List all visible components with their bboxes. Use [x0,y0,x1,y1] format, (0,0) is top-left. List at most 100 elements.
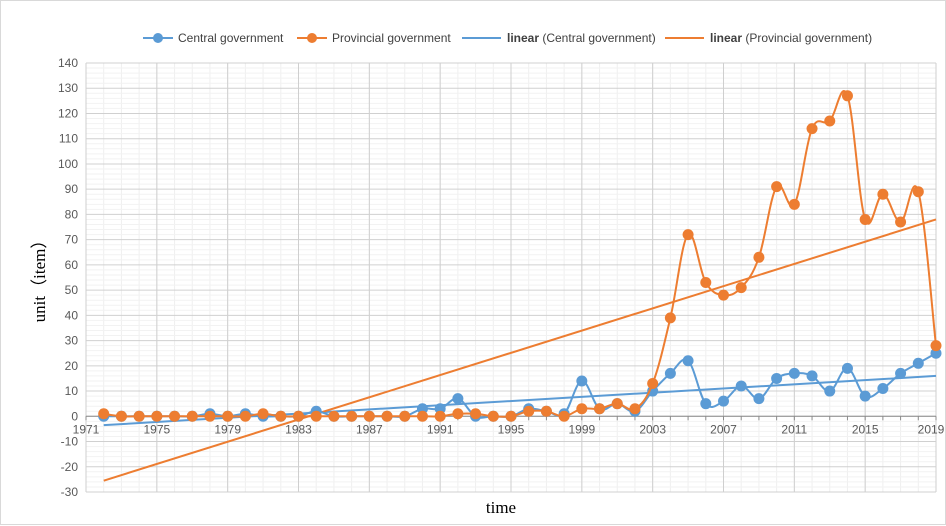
data-point[interactable] [487,410,499,422]
data-point[interactable] [930,340,942,352]
y-tick-label: -10 [61,435,79,449]
data-point[interactable] [523,405,535,417]
legend-label-linear-central: linear (Central government) [507,31,656,45]
data-point[interactable] [399,410,411,422]
data-point[interactable] [257,408,269,420]
data-point[interactable] [753,251,765,263]
data-point[interactable] [222,410,234,422]
data-point[interactable] [434,410,446,422]
data-point[interactable] [133,410,145,422]
x-tick-label: 2003 [639,422,666,436]
data-point[interactable] [664,312,676,324]
y-tick-label: 80 [65,207,79,221]
x-tick-label: 1983 [285,422,312,436]
data-point[interactable] [806,123,818,135]
data-point[interactable] [346,410,358,422]
y-tick-label: 10 [65,384,79,398]
data-point[interactable] [735,380,747,392]
data-point[interactable] [470,408,482,420]
legend-label-central: Central government [178,31,284,45]
data-point[interactable] [169,410,181,422]
data-point[interactable] [363,410,375,422]
legend-item-central-government[interactable]: Central government [143,31,284,45]
data-point[interactable] [930,347,942,359]
x-tick-label: 1971 [73,422,100,436]
y-tick-label: -30 [61,485,79,499]
data-point[interactable] [452,408,464,420]
data-point[interactable] [611,398,623,410]
legend-item-linear-provincial[interactable]: linear (Provincial government) [665,31,872,45]
data-point[interactable] [771,181,783,193]
data-point[interactable] [700,398,712,410]
data-point[interactable] [841,362,853,374]
legend-label-provincial: Provincial government [332,31,451,45]
data-point[interactable] [98,408,110,420]
data-point[interactable] [824,115,836,127]
data-point[interactable] [700,277,712,289]
y-tick-label: 40 [65,308,79,322]
data-point[interactable] [576,375,588,387]
data-point[interactable] [753,393,765,405]
data-point[interactable] [310,410,322,422]
data-point[interactable] [186,410,198,422]
legend-item-linear-central[interactable]: linear (Central government) [462,31,656,45]
data-point[interactable] [859,390,871,402]
data-point[interactable] [895,367,907,379]
data-point[interactable] [912,357,924,369]
data-point[interactable] [505,410,517,422]
data-point[interactable] [558,410,570,422]
data-point[interactable] [540,405,552,417]
y-tick-label: 50 [65,283,79,297]
y-tick-label: 140 [58,56,78,70]
data-point[interactable] [629,403,641,415]
y-tick-label: 130 [58,81,78,95]
data-point[interactable] [452,393,464,405]
data-point[interactable] [434,403,446,415]
data-point[interactable] [594,403,606,415]
data-point[interactable] [788,367,800,379]
data-point[interactable] [718,289,729,301]
data-point[interactable] [647,377,659,389]
data-point[interactable] [877,383,889,395]
data-point[interactable] [576,403,588,415]
data-point[interactable] [115,410,127,422]
data-point[interactable] [416,410,428,422]
legend-item-provincial-government[interactable]: Provincial government [297,31,451,45]
data-point[interactable] [682,355,694,367]
data-point[interactable] [381,410,393,422]
y-tick-label: 60 [65,258,79,272]
x-tick-label: 1979 [214,422,241,436]
data-point[interactable] [239,410,251,422]
data-point[interactable] [859,213,871,225]
x-tick-label: 2007 [710,422,737,436]
data-point[interactable] [328,410,340,422]
data-point[interactable] [895,216,907,228]
data-point[interactable] [912,186,924,198]
data-point[interactable] [771,372,783,384]
data-point[interactable] [877,188,889,200]
data-point[interactable] [824,385,836,397]
data-point[interactable] [204,410,216,422]
legend-suffix-linear-provincial: (Provincial government) [742,31,872,45]
x-tick-label: 1975 [143,422,170,436]
data-point[interactable] [682,229,694,241]
data-point[interactable] [806,370,818,382]
data-point[interactable] [293,410,304,422]
legend-marker-provincial [307,33,317,43]
trendline [103,218,937,482]
y-tick-label: 120 [58,106,78,120]
data-point[interactable] [664,367,676,379]
data-point[interactable] [416,403,428,415]
data-point[interactable] [151,410,163,422]
data-point[interactable] [788,198,800,210]
x-tick-label: 2019 [918,422,945,436]
y-tick-label: 100 [58,157,78,171]
x-tick-label: 1991 [427,422,454,436]
data-point[interactable] [735,282,747,294]
y-tick-label: 30 [65,334,79,348]
y-tick-label: 20 [65,359,79,373]
data-point[interactable] [718,395,729,407]
data-point[interactable] [841,90,853,102]
data-point[interactable] [275,410,287,422]
